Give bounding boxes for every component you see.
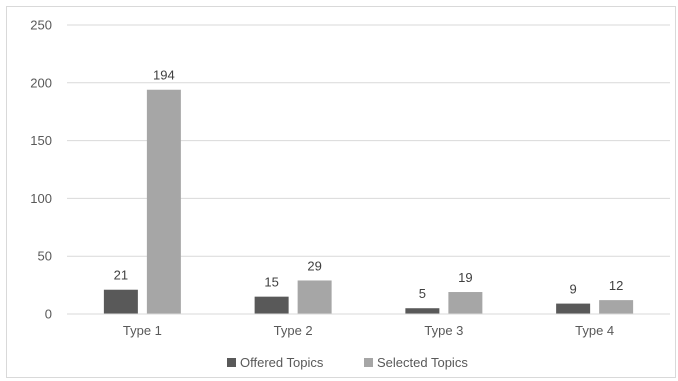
y-axis-tick-labels: 0 50 100 150 200 250 xyxy=(30,18,52,322)
data-label: 9 xyxy=(570,282,577,297)
bar-offered-topics xyxy=(556,303,591,314)
x-tick-label: Type 2 xyxy=(274,323,313,338)
legend-label: Offered Topics xyxy=(240,355,324,370)
legend-swatch-offered-topics xyxy=(227,358,236,367)
bar-selected-topics xyxy=(599,300,634,314)
data-labels: 21 194 15 29 5 19 9 12 xyxy=(114,68,624,301)
bar-offered-topics xyxy=(254,296,289,314)
chart-frame xyxy=(6,6,676,378)
y-tick-label: 100 xyxy=(30,191,52,206)
bar-selected-topics xyxy=(297,280,332,314)
data-label: 21 xyxy=(114,268,128,283)
data-label: 12 xyxy=(609,278,623,293)
y-tick-label: 200 xyxy=(30,75,52,90)
legend-swatch-selected-topics xyxy=(364,358,373,367)
data-label: 29 xyxy=(307,258,321,273)
y-tick-label: 0 xyxy=(45,307,52,322)
x-axis-tick-labels: Type 1 Type 2 Type 3 Type 4 xyxy=(123,323,614,338)
bar-offered-topics xyxy=(103,289,138,314)
legend: Offered Topics Selected Topics xyxy=(227,355,468,370)
data-label: 194 xyxy=(153,68,175,83)
y-tick-label: 150 xyxy=(30,133,52,148)
bar-selected-topics xyxy=(448,292,483,314)
y-tick-label: 250 xyxy=(30,18,52,33)
bars xyxy=(103,89,634,315)
y-tick-label: 50 xyxy=(38,249,52,264)
data-label: 5 xyxy=(419,286,426,301)
x-tick-label: Type 1 xyxy=(123,323,162,338)
data-label: 19 xyxy=(458,270,472,285)
data-label: 15 xyxy=(264,275,278,290)
x-tick-label: Type 4 xyxy=(575,323,614,338)
legend-label: Selected Topics xyxy=(377,355,468,370)
bar-selected-topics xyxy=(146,89,181,315)
x-tick-label: Type 3 xyxy=(424,323,463,338)
bar-offered-topics xyxy=(405,308,440,314)
